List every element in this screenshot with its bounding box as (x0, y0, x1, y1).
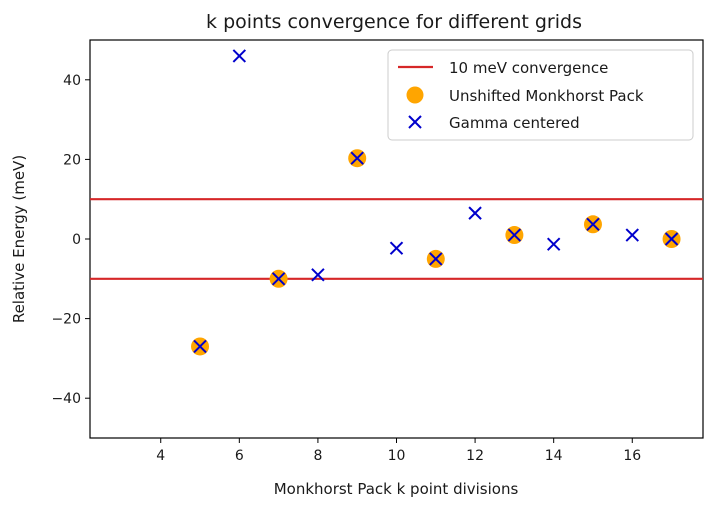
legend: 10 meV convergence Unshifted Monkhorst P… (387, 49, 694, 141)
chart-title: k points convergence for different grids (206, 11, 582, 33)
gamma-point (625, 228, 639, 242)
gamma-point (429, 252, 443, 266)
gamma-point (507, 228, 522, 242)
gamma-point (311, 268, 325, 282)
x-marker-stroke (546, 237, 561, 251)
x-marker-stroke (468, 206, 482, 220)
x-tick-label: 12 (466, 448, 484, 464)
y-tick-label: 0 (72, 232, 81, 248)
x-marker-stroke (408, 115, 422, 129)
legend-circle-marker (406, 86, 424, 104)
gamma-point (586, 217, 600, 231)
x-marker-stroke (271, 272, 286, 286)
gamma-point (389, 241, 404, 255)
x-axis-ticks: 4 6 8 10 12 14 16 (156, 438, 641, 464)
x-tick-label: 8 (313, 448, 322, 464)
x-marker-stroke (311, 268, 325, 282)
gamma-point (546, 237, 561, 251)
legend-label-gamma: Gamma centered (449, 114, 580, 132)
y-tick-label: −40 (51, 391, 81, 407)
gamma-point (271, 272, 286, 286)
x-tick-label: 14 (545, 448, 563, 464)
y-axis-label: Relative Energy (meV) (10, 155, 28, 323)
legend-x-glyph (408, 115, 422, 129)
legend-box (387, 49, 694, 141)
x-tick-label: 16 (623, 448, 641, 464)
gamma-point (193, 339, 207, 354)
legend-label-10mev: 10 meV convergence (449, 59, 608, 77)
reference-lines (90, 198, 703, 280)
x-tick-label: 10 (388, 448, 406, 464)
legend-label-unshifted: Unshifted Monkhorst Pack (449, 87, 644, 105)
gamma-point (468, 206, 482, 220)
x-marker-stroke (507, 228, 522, 242)
gamma-point (232, 49, 247, 63)
x-marker-stroke (429, 252, 443, 266)
gamma-point (664, 232, 679, 246)
y-tick-label: 20 (63, 152, 81, 168)
y-tick-label: −20 (51, 312, 81, 328)
legend-x-marker (408, 115, 422, 129)
x-axis-label: Monkhorst Pack k point divisions (274, 480, 519, 498)
x-tick-label: 6 (235, 448, 244, 464)
x-marker-stroke (625, 228, 639, 242)
x-marker-stroke (350, 151, 364, 165)
x-tick-label: 4 (156, 448, 165, 464)
x-marker-stroke (586, 217, 600, 231)
y-axis-ticks: −40 −20 0 20 40 (51, 73, 90, 407)
x-marker-stroke (193, 339, 207, 354)
x-marker-stroke (232, 49, 247, 63)
gamma-point (350, 151, 364, 165)
x-marker-stroke (389, 241, 404, 255)
series-layer (191, 49, 681, 356)
y-tick-label: 40 (63, 73, 81, 89)
x-marker-stroke (664, 232, 679, 246)
